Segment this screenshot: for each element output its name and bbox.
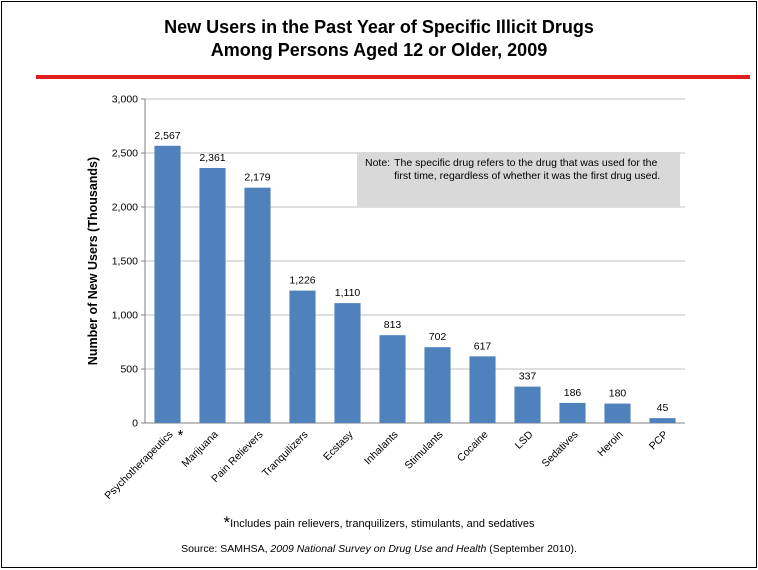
category-label: Stimulants [402,429,445,472]
y-tick-label: 1,500 [112,256,138,268]
source-suffix: (September 2010). [486,543,577,555]
y-tick-label: 2,500 [112,148,138,160]
bar-sedatives [559,402,586,423]
bar-stimulants [424,347,451,423]
category-label: LSD [513,428,536,451]
chart-title-line2: Among Persons Aged 12 or Older, 2009 [210,40,548,60]
value-label: 2,361 [199,152,225,164]
value-label: 2,179 [244,172,270,184]
title-divider [36,75,750,79]
bar-pain-relievers [244,187,271,423]
category-label: Heroin [595,429,625,459]
footnote: *Includes pain relievers, tranquilizers,… [2,513,756,533]
bar-tranquilizers [289,290,316,423]
footnote-star: * [223,513,231,532]
source-citation: Source: SAMHSA, 2009 National Survey on … [2,543,756,555]
category-marker: * [178,427,184,444]
value-label: 186 [564,387,582,399]
category-label: PCP [647,429,671,453]
bar-psychotherapeutics [154,145,181,423]
bar-ecstasy [334,303,361,423]
chart-title-line1: New Users in the Past Year of Specific I… [164,17,594,37]
source-title: 2009 National Survey on Drug Use and Hea… [270,543,487,555]
value-label: 1,226 [289,275,315,287]
bar-cocaine [469,356,496,423]
value-label: 1,110 [335,287,361,299]
note-box: Note: The specific drug refers to the dr… [357,152,680,206]
source-prefix: Source: SAMHSA, [181,543,271,555]
value-label: 180 [609,388,627,400]
category-label: Inhalants [362,429,401,468]
bar-inhalants [379,335,406,423]
y-tick-label: 0 [132,418,138,430]
y-tick-label: 2,000 [112,202,138,214]
category-label: Marijuana [180,429,221,470]
category-label: Sedatives [540,429,581,470]
value-label: 2,567 [154,130,180,142]
category-label: Ecstasy [321,428,356,463]
bar-marijuana [199,168,226,423]
category-label: Tranquilizers [260,429,311,480]
value-label: 813 [384,319,402,331]
y-tick-label: 1,000 [112,310,138,322]
footnote-text: Includes pain relievers, tranquilizers, … [230,518,535,530]
note-label: Note: [365,157,391,169]
bar-heroin [604,403,631,423]
bar-lsd [514,386,541,423]
value-label: 702 [429,331,447,343]
value-label: 45 [657,402,669,414]
y-tick-label: 500 [120,364,138,376]
y-tick-label: 3,000 [112,94,138,106]
category-label: Cocaine [455,429,491,465]
value-label: 337 [519,371,537,383]
value-label: 617 [474,340,492,352]
y-axis-label: Number of New Users (Thousands) [86,157,100,365]
bar-pcp [649,418,676,423]
chart-title: New Users in the Past Year of Specific I… [2,16,756,62]
category-label: Psychotherapeutics [102,429,175,502]
note-text: The specific drug refers to the drug tha… [394,157,661,182]
